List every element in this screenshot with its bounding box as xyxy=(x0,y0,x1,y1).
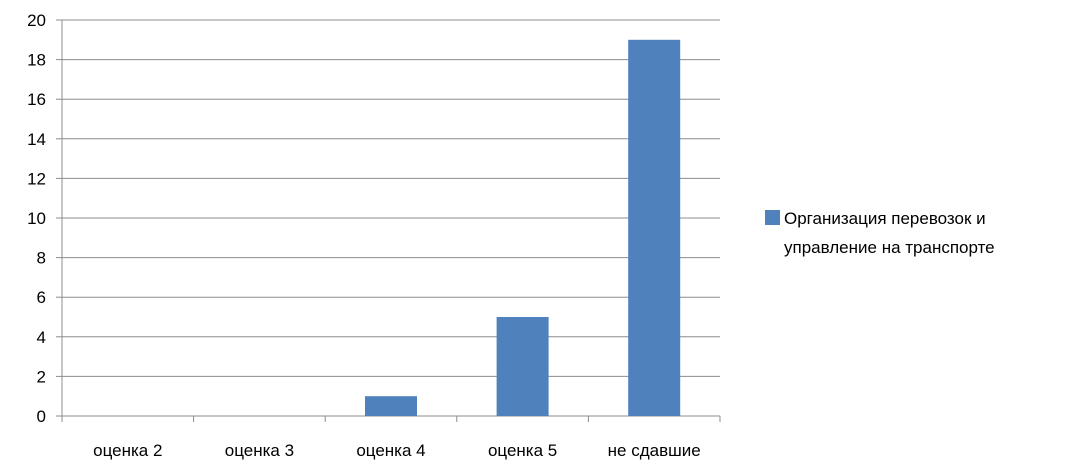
bar xyxy=(496,317,549,416)
legend-label-line-1: Организация перевозок и xyxy=(784,209,986,228)
y-tick-label: 20 xyxy=(27,11,46,30)
category-label: оценка 5 xyxy=(488,441,557,460)
y-tick-label: 8 xyxy=(37,249,46,268)
y-tick-label: 18 xyxy=(27,51,46,70)
y-tick-label: 0 xyxy=(37,407,46,426)
y-tick-label: 2 xyxy=(37,367,46,386)
y-tick-label: 6 xyxy=(37,288,46,307)
y-tick-label: 16 xyxy=(27,90,46,109)
y-tick-label: 4 xyxy=(37,328,46,347)
category-label: не сдавшие xyxy=(608,441,701,460)
bars xyxy=(365,39,681,417)
legend-swatch xyxy=(765,210,780,225)
legend-label-line-2: управление на транспорте xyxy=(784,238,995,257)
category-label: оценка 3 xyxy=(225,441,294,460)
y-tick-label: 10 xyxy=(27,209,46,228)
y-tick-label: 12 xyxy=(27,169,46,188)
y-tick-label: 14 xyxy=(27,130,46,149)
gridlines xyxy=(62,19,720,377)
bar xyxy=(365,396,417,416)
legend: Организация перевозок и управление на тра… xyxy=(765,209,995,257)
bar xyxy=(628,39,681,417)
axes xyxy=(56,19,721,422)
category-label: оценка 2 xyxy=(93,441,162,460)
category-label: оценка 4 xyxy=(356,441,425,460)
tick-labels: 0 2 4 6 8 10 12 14 16 18 20 оценка 2 оценка 3 оценка … xyxy=(27,11,701,460)
